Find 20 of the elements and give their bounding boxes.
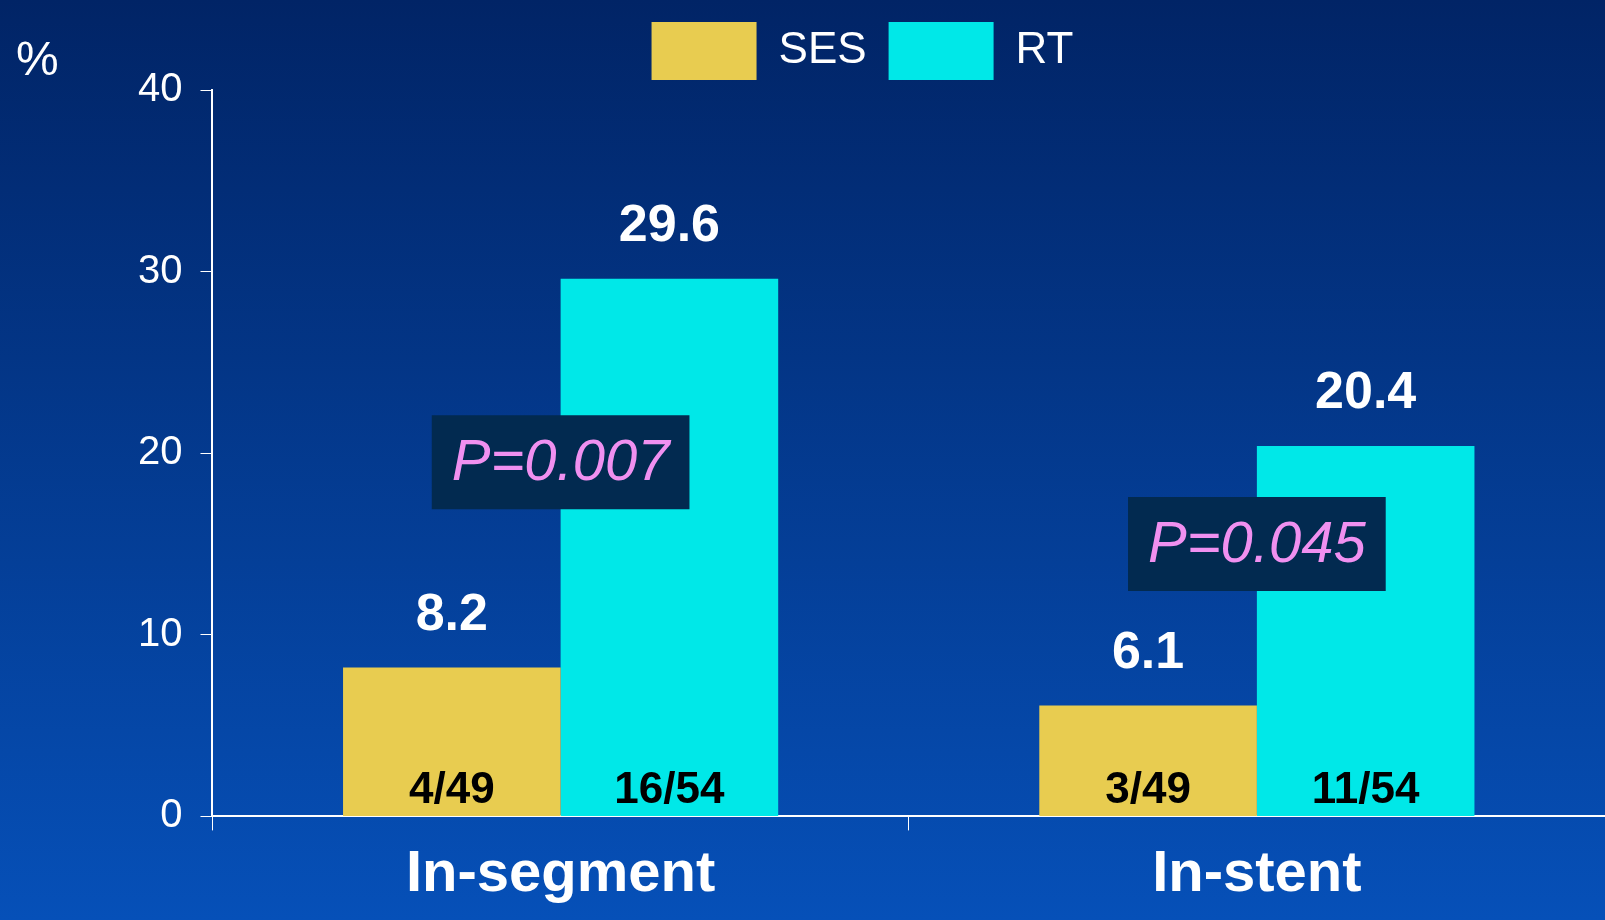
annotation: P=0.007: [451, 427, 673, 493]
y-tick-label: 0: [160, 791, 183, 836]
y-tick-label: 40: [137, 65, 183, 110]
legend-label: SES: [778, 23, 867, 73]
y-tick-label: 30: [137, 246, 183, 291]
data-label: 8.2: [415, 582, 488, 641]
legend-label: RT: [1015, 23, 1074, 73]
data-label: 29.6: [618, 194, 721, 253]
x-tick-label: In-segment: [405, 838, 716, 904]
annotation: 11/54: [1311, 762, 1421, 812]
annotation: 4/49: [409, 762, 495, 812]
x-tick-label: In-stent: [1152, 838, 1362, 904]
y-tick-label: 20: [137, 428, 183, 473]
data-label: 20.4: [1315, 361, 1417, 420]
annotation: 3/49: [1105, 762, 1191, 812]
annotation: P=0.045: [1148, 509, 1367, 575]
data-label: 6.1: [1111, 620, 1185, 679]
y-axis-title: %: [16, 32, 59, 86]
y-tick-label: 10: [137, 609, 183, 654]
annotation: 16/54: [614, 762, 725, 812]
